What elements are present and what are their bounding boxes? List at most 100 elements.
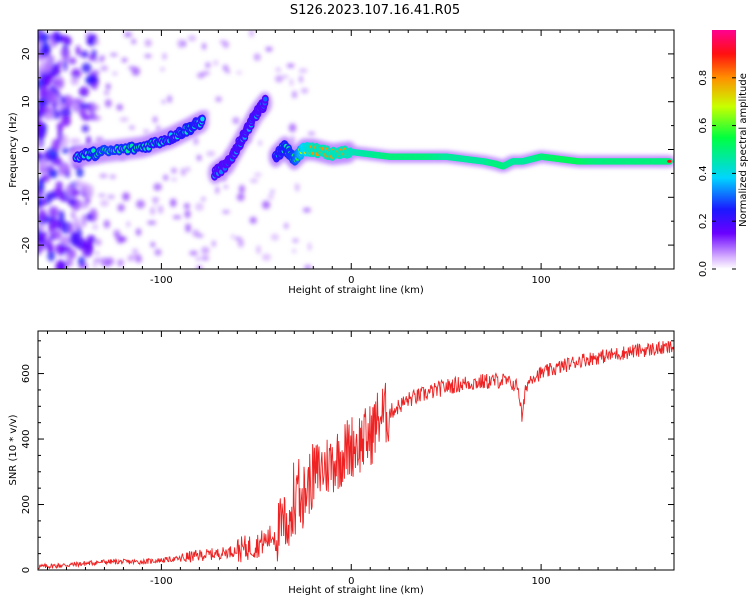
snr-marks	[38, 340, 674, 570]
spectrogram-noise-blob	[292, 238, 299, 243]
snr-ytick-label: 600	[21, 364, 32, 383]
colorbar-gradient	[712, 30, 736, 269]
colorbar-tick-label: 0.0	[698, 261, 709, 277]
spectrogram-noise-blob	[116, 104, 123, 111]
spectrogram-noise-blob	[144, 39, 152, 47]
spectrogram-noise-blob	[39, 59, 45, 73]
spectrogram-noise-blob	[94, 238, 102, 246]
spectrogram-ridge-core	[91, 148, 96, 154]
snr-xtick-label: -100	[150, 576, 173, 587]
spectrogram-noise-blob	[80, 50, 89, 58]
spectrogram-noise-blob	[51, 101, 58, 110]
spectrogram-noise-blob	[222, 64, 229, 72]
spectrogram-ytick-label: 10	[21, 95, 32, 108]
spectrogram-noise-blob	[291, 90, 298, 99]
spectrogram-noise-blob	[128, 66, 136, 70]
spectrogram-noise-blob	[70, 211, 76, 220]
spectrogram-noise-blob	[253, 172, 262, 177]
spectrogram-noise-blob	[63, 58, 68, 72]
snr-frame	[37, 330, 675, 571]
spectrogram-noise-blob	[46, 90, 56, 104]
spectrogram-noise-blob	[70, 187, 79, 197]
spectrogram-noise-blob	[213, 59, 219, 66]
colorbar-tick-label: 0.2	[698, 213, 709, 229]
spectrogram-noise-blob	[104, 99, 112, 108]
spectrogram-noise-blob	[43, 77, 52, 86]
spectrogram-noise-blob	[58, 59, 63, 68]
spectrogram-noise-blob	[90, 69, 100, 76]
spectrogram-noise-blob	[135, 228, 142, 236]
spectrogram-noise-blob	[236, 71, 243, 75]
spectrogram-noise-blob	[48, 206, 60, 218]
spectrogram-noise-blob	[122, 192, 130, 201]
spectrogram-noise-blob	[136, 199, 145, 209]
spectrogram-noise-blob	[81, 114, 92, 121]
snr-series-line	[38, 340, 674, 570]
spectrogram-noise-blob	[270, 233, 279, 241]
spectrogram-noise-blob	[99, 173, 108, 178]
spectrogram-noise-blob	[253, 53, 261, 61]
spectrogram-noise-blob	[249, 216, 257, 224]
snr-xtick-label: 0	[348, 576, 354, 587]
spectrogram-xtick-label: 100	[532, 275, 551, 286]
spectrogram-noise-blob	[154, 248, 162, 256]
spectrogram-xlabel: Height of straight line (km)	[288, 285, 424, 296]
spectrogram-noise-blob	[67, 198, 77, 206]
spectrogram-noise-blob	[69, 138, 81, 145]
spectrogram-noise-blob	[76, 167, 84, 178]
spectrogram-noise-blob	[299, 75, 303, 83]
spectrogram-noise-blob	[275, 67, 282, 72]
spectrogram-noise-blob	[144, 54, 152, 58]
spectrogram-noise-blob	[98, 193, 106, 197]
spectrogram-noise-blob	[38, 177, 46, 184]
spectrogram-noise-blob	[196, 72, 205, 79]
snr-ylabel: SNR (10 * v/v)	[8, 414, 19, 485]
spectrogram-noise-blob	[201, 255, 210, 261]
spectrogram-ridge-core	[200, 116, 205, 122]
spectrogram-noise-blob	[295, 187, 299, 191]
spectrogram-xtick-label: -100	[150, 275, 173, 286]
spectrogram-noise-blob	[95, 251, 99, 256]
spectrogram-noise-blob	[230, 234, 235, 239]
spectrogram-noise-blob	[71, 68, 82, 79]
snr-ytick-label: 0	[21, 567, 32, 573]
spectrogram-noise-blob	[192, 229, 200, 237]
spectrogram-noise-blob	[170, 198, 177, 208]
spectrogram-noise-blob	[109, 174, 116, 179]
spectrogram-noise-blob	[307, 242, 312, 251]
spectrogram-noise-blob	[171, 177, 178, 182]
spectrogram-noise-blob	[38, 141, 42, 148]
chart-title: S126.2023.107.16.41.R05	[290, 3, 460, 18]
spectrogram-noise-blob	[215, 96, 222, 102]
spectrogram-noise-blob	[132, 249, 139, 253]
spectrogram-noise-blob	[38, 242, 45, 252]
spectrogram-noise-blob	[85, 76, 92, 84]
spectrogram-ytick-label: -10	[21, 189, 32, 205]
spectrogram-noise-blob	[50, 229, 62, 240]
spectrogram-noise-blob	[103, 90, 110, 96]
colorbar-tick-label: 0.4	[698, 165, 709, 181]
spectrogram-noise-blob	[249, 179, 259, 183]
spectrogram-noise-blob	[95, 115, 102, 121]
spectrogram-noise-blob	[105, 83, 111, 90]
spectrogram-noise-blob	[301, 88, 309, 94]
spectrogram-noise-blob	[61, 115, 71, 127]
spectrogram-noise-blob	[50, 66, 61, 77]
spectrogram-noise-blob	[162, 53, 167, 60]
spectrogram-noise-blob	[117, 203, 125, 212]
spectrogram-noise-blob	[78, 86, 89, 97]
spectrogram-noise-blob	[61, 147, 70, 154]
spectrogram-noise-blob	[44, 54, 56, 65]
spectrogram-noise-blob	[275, 75, 283, 83]
spectrogram-noise-blob	[38, 208, 47, 223]
spectrogram-ytick-label: 20	[21, 48, 32, 61]
spectrogram-noise-blob	[47, 250, 55, 262]
snr-ticks: -100 0 100 0 200 400 600	[21, 331, 675, 587]
spectrogram-noise-blob	[60, 34, 68, 44]
spectrogram-noise-blob	[201, 246, 210, 255]
spectrogram-noise-blob	[172, 215, 182, 219]
spectrogram-noise-blob	[99, 57, 104, 63]
spectrogram-noise-blob	[45, 194, 52, 205]
spectrogram-noise-blob	[70, 77, 79, 86]
